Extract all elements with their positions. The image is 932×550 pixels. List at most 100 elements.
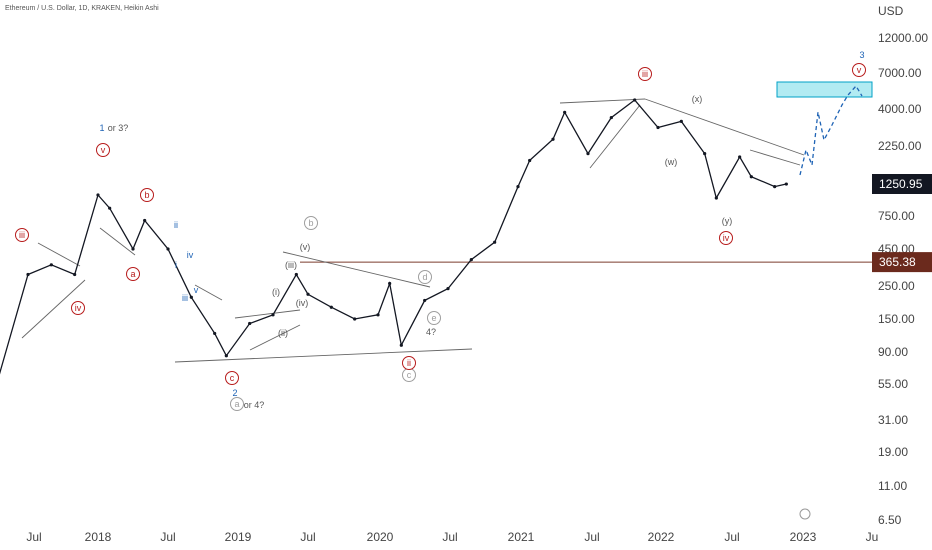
price-point: [143, 218, 147, 223]
x-tick-label: Jul: [26, 530, 41, 544]
trendline: [559, 98, 646, 104]
price-point: [551, 137, 555, 141]
x-tick-label: Ju: [866, 530, 879, 544]
wave-label-circle: [719, 231, 733, 245]
price-point: [738, 155, 742, 159]
trendline: [644, 98, 805, 156]
current-price-tag: [872, 174, 932, 194]
wave-label-circle: [225, 371, 239, 385]
price-point: [224, 354, 228, 358]
wave-label: iv: [75, 303, 82, 313]
level-price-tag: [872, 252, 932, 273]
price-point: [679, 119, 683, 123]
wave-label: e: [431, 313, 436, 323]
chart-title: Ethereum / U.S. Dollar, 1D, KRAKEN, Heik…: [5, 5, 159, 12]
y-tick-label: 2250.00: [878, 139, 922, 153]
y-tick-label: 6.50: [878, 513, 902, 527]
wave-label: a: [234, 399, 239, 409]
price-point: [446, 287, 450, 291]
event-icon: [799, 508, 811, 520]
wave-label-circle: [852, 63, 866, 77]
wave-label: b: [144, 190, 149, 200]
wave-label: or 4?: [244, 400, 265, 410]
y-tick-label: 250.00: [878, 279, 915, 293]
price-point: [26, 272, 30, 277]
wave-label: a: [130, 269, 135, 279]
current-price-label: 1250.95: [879, 177, 923, 191]
wave-label: 2: [232, 388, 237, 398]
trendline: [21, 279, 86, 339]
y-tick-label: 12000.00: [878, 31, 928, 45]
level-price-label: 365.38: [879, 255, 916, 269]
wave-label: v: [857, 65, 862, 75]
wave-label: 1: [99, 123, 104, 133]
projection-path: [799, 84, 863, 176]
y-tick-label: 90.00: [878, 345, 908, 359]
wave-label: iii: [19, 230, 25, 240]
price-point: [563, 110, 567, 114]
price-point: [376, 313, 380, 317]
price-point: [271, 313, 275, 317]
y-tick-label: 19.00: [878, 445, 908, 459]
wave-label: d: [422, 272, 427, 282]
wave-label: (iv): [296, 298, 309, 308]
x-tick-label: 2021: [508, 530, 535, 544]
wave-label-circle: [304, 216, 318, 230]
price-point: [749, 175, 753, 179]
wave-label: c: [407, 370, 412, 380]
price-series: [0, 98, 788, 375]
wave-label-circle: [418, 270, 432, 284]
wave-label: v: [194, 285, 199, 295]
x-tick-label: 2023: [790, 530, 817, 544]
price-point: [189, 295, 193, 299]
price-point: [329, 305, 333, 309]
price-point: [49, 263, 53, 267]
wave-label-circle: [230, 397, 244, 411]
wave-label-circle: [402, 356, 416, 370]
trendlines: [21, 84, 863, 363]
trendline: [174, 348, 473, 363]
wave-label: iii: [642, 69, 648, 79]
x-tick-label: Jul: [160, 530, 175, 544]
price-point: [388, 281, 392, 286]
wave-label-circle: [126, 267, 140, 281]
x-tick-label: Jul: [300, 530, 315, 544]
price-point: [248, 321, 252, 326]
wave-label: i: [175, 260, 177, 270]
price-point: [108, 206, 112, 210]
target-zone: [776, 81, 873, 98]
trendline: [234, 309, 301, 319]
wave-label: v: [101, 145, 106, 155]
y-tick-label: 4000.00: [878, 102, 922, 116]
wave-label: (w): [665, 157, 678, 167]
price-point: [656, 125, 660, 130]
wave-label: c: [230, 373, 235, 383]
x-tick-label: 2020: [367, 530, 394, 544]
price-point: [703, 152, 707, 156]
price-point: [213, 331, 217, 336]
wave-label: (v): [300, 242, 311, 252]
wave-label: (iii): [285, 260, 297, 270]
trendline: [282, 251, 431, 288]
currency-label: USD: [878, 4, 904, 18]
price-point: [586, 152, 590, 156]
price-point: [96, 193, 100, 197]
wave-label: 4?: [426, 327, 436, 337]
price-point: [423, 298, 427, 303]
x-tick-label: 2022: [648, 530, 675, 544]
wave-label: (ii): [278, 328, 288, 338]
wave-label: iii: [182, 293, 188, 303]
wave-label-circle: [140, 188, 154, 202]
x-tick-label: 2019: [225, 530, 252, 544]
wave-label-circle: [96, 143, 110, 157]
x-tick-label: Jul: [724, 530, 739, 544]
wave-label-circle: [427, 311, 441, 325]
y-tick-label: 11.00: [878, 479, 907, 493]
wave-label: ii: [407, 358, 411, 368]
price-point: [773, 185, 777, 189]
wave-label: (i): [272, 287, 280, 297]
y-tick-label: 750.00: [878, 209, 915, 223]
y-tick-label: 55.00: [878, 377, 908, 391]
wave-label-circle: [15, 228, 29, 242]
